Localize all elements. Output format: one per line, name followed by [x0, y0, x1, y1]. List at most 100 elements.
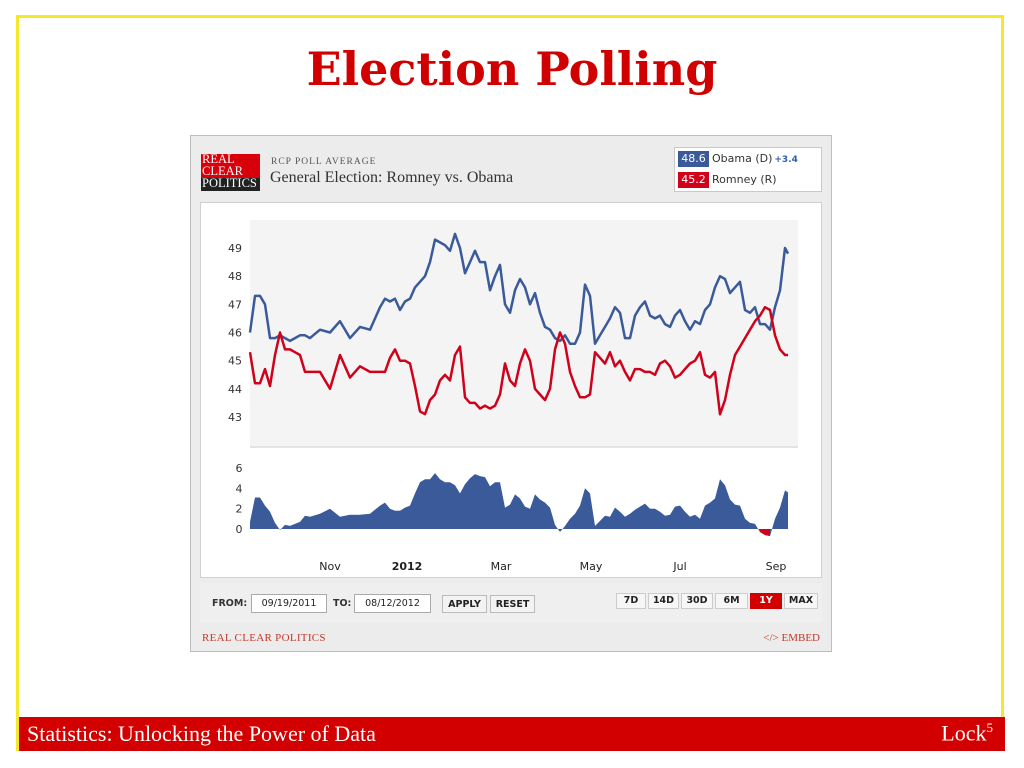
spread-segment	[715, 479, 720, 529]
range-button-30d[interactable]: 30D	[681, 593, 713, 609]
spread-segment	[755, 523, 760, 533]
spread-y-tick-label: 6	[236, 462, 243, 475]
widget-footer-source[interactable]: REAL CLEAR POLITICS	[202, 632, 326, 644]
spread-segment	[535, 494, 540, 529]
spread-segment	[710, 498, 715, 529]
spread-segment	[450, 482, 455, 529]
legend-name-romney: Romney (R)	[712, 173, 777, 186]
spread-segment	[465, 478, 470, 529]
spread-segment	[305, 515, 310, 529]
spread-segment	[680, 505, 685, 529]
spread-segment	[415, 482, 420, 529]
spread-segment	[555, 524, 560, 532]
apply-button[interactable]: APPLY	[442, 595, 487, 613]
spread-segment	[770, 518, 775, 537]
footer-slide-number: 5	[986, 720, 994, 735]
spread-y-tick-label: 4	[236, 482, 243, 495]
footer-author-name: Lock	[941, 720, 987, 746]
from-label: FROM:	[212, 598, 248, 609]
spread-segment	[370, 505, 380, 529]
spread-segment	[600, 515, 605, 529]
spread-segment	[475, 474, 480, 529]
spread-segment	[785, 490, 788, 529]
chart-area: 43 44 45 46 47 48 49 0 2 4 6 Nov 2012 Mar May Jul Sep	[200, 202, 822, 578]
to-date-input[interactable]	[354, 594, 431, 613]
spread-segment	[425, 479, 430, 529]
spread-segment	[530, 494, 535, 529]
spread-segment	[580, 488, 585, 529]
spread-segment	[460, 484, 465, 529]
spread-segment	[445, 482, 450, 529]
spread-segment	[630, 509, 635, 529]
series-line-romney	[248, 305, 788, 416]
spread-segment	[395, 510, 400, 529]
legend-item-obama[interactable]: 48.6 Obama (D) +3.4	[678, 151, 798, 167]
spread-segment	[665, 514, 670, 529]
legend-value-obama: 48.6	[678, 151, 709, 167]
spread-segment	[330, 508, 340, 529]
legend-item-romney[interactable]: 45.2 Romney (R)	[678, 172, 777, 188]
spread-segment	[760, 529, 765, 536]
y-tick-label: 48	[228, 270, 242, 283]
range-button-7d[interactable]: 7D	[616, 593, 646, 609]
spread-segment	[360, 513, 370, 529]
reset-button[interactable]: RESET	[490, 595, 535, 613]
poll-lines	[248, 232, 790, 416]
embed-link[interactable]: </> EMBED	[763, 632, 820, 644]
spread-segment	[515, 494, 520, 529]
spread-segment	[660, 511, 665, 529]
spread-segment	[520, 498, 525, 529]
spread-segment	[735, 504, 740, 529]
range-button-max[interactable]: MAX	[784, 593, 818, 609]
range-button-1y[interactable]: 1Y	[750, 593, 782, 609]
legend-name-obama: Obama (D)	[712, 152, 773, 165]
y-tick-label: 46	[228, 327, 242, 340]
from-date-input[interactable]	[251, 594, 327, 613]
spread-segment	[480, 476, 485, 529]
spread-segment	[265, 505, 270, 529]
spread-segment	[490, 482, 495, 529]
spread-segment	[485, 477, 490, 529]
spread-segment	[380, 502, 385, 529]
spread-segment	[350, 514, 360, 529]
spread-segment	[690, 514, 695, 529]
y-tick-label: 49	[228, 242, 242, 255]
logo-line-1: REAL	[201, 153, 260, 166]
x-tick-label: Sep	[766, 560, 787, 573]
spread-segment	[560, 526, 565, 532]
spread-segment	[730, 499, 735, 529]
spread-segment	[435, 473, 440, 529]
spread-segment	[340, 514, 350, 529]
spread-segment	[775, 507, 780, 529]
spread-segment	[570, 513, 575, 529]
spread-segment	[780, 490, 785, 529]
spread-segment	[260, 497, 265, 529]
spread-segment	[650, 508, 655, 529]
to-label: TO:	[333, 598, 352, 609]
rcp-logo[interactable]: REAL CLEAR POLITICS	[201, 153, 260, 192]
spread-segment	[620, 511, 625, 529]
spread-segment	[495, 482, 500, 529]
chart-title: General Election: Romney vs. Obama	[270, 169, 514, 186]
x-tick-labels: Nov 2012 Mar May Jul Sep	[319, 560, 786, 573]
spread-segment	[385, 502, 390, 529]
spread-segment	[585, 488, 590, 529]
widget-header: REAL CLEAR POLITICS RCP POLL AVERAGE Gen…	[191, 136, 831, 200]
logo-line-2: CLEAR	[201, 165, 260, 178]
range-button-6m[interactable]: 6M	[715, 593, 748, 609]
spread-segment	[640, 503, 645, 529]
range-button-14d[interactable]: 14D	[648, 593, 679, 609]
spread-segment	[510, 494, 515, 529]
spread-y-tick-label: 0	[236, 523, 243, 536]
spread-segment	[295, 521, 300, 529]
footer-author: Lock5	[941, 720, 993, 746]
spread-segment	[595, 520, 600, 529]
legend-value-romney: 45.2	[678, 172, 709, 188]
spread-segment	[405, 505, 410, 529]
legend-delta-obama: +3.4	[774, 155, 798, 165]
spread-segment	[310, 513, 320, 529]
spread-segment	[420, 479, 425, 529]
poll-average-label: RCP POLL AVERAGE	[271, 157, 377, 167]
